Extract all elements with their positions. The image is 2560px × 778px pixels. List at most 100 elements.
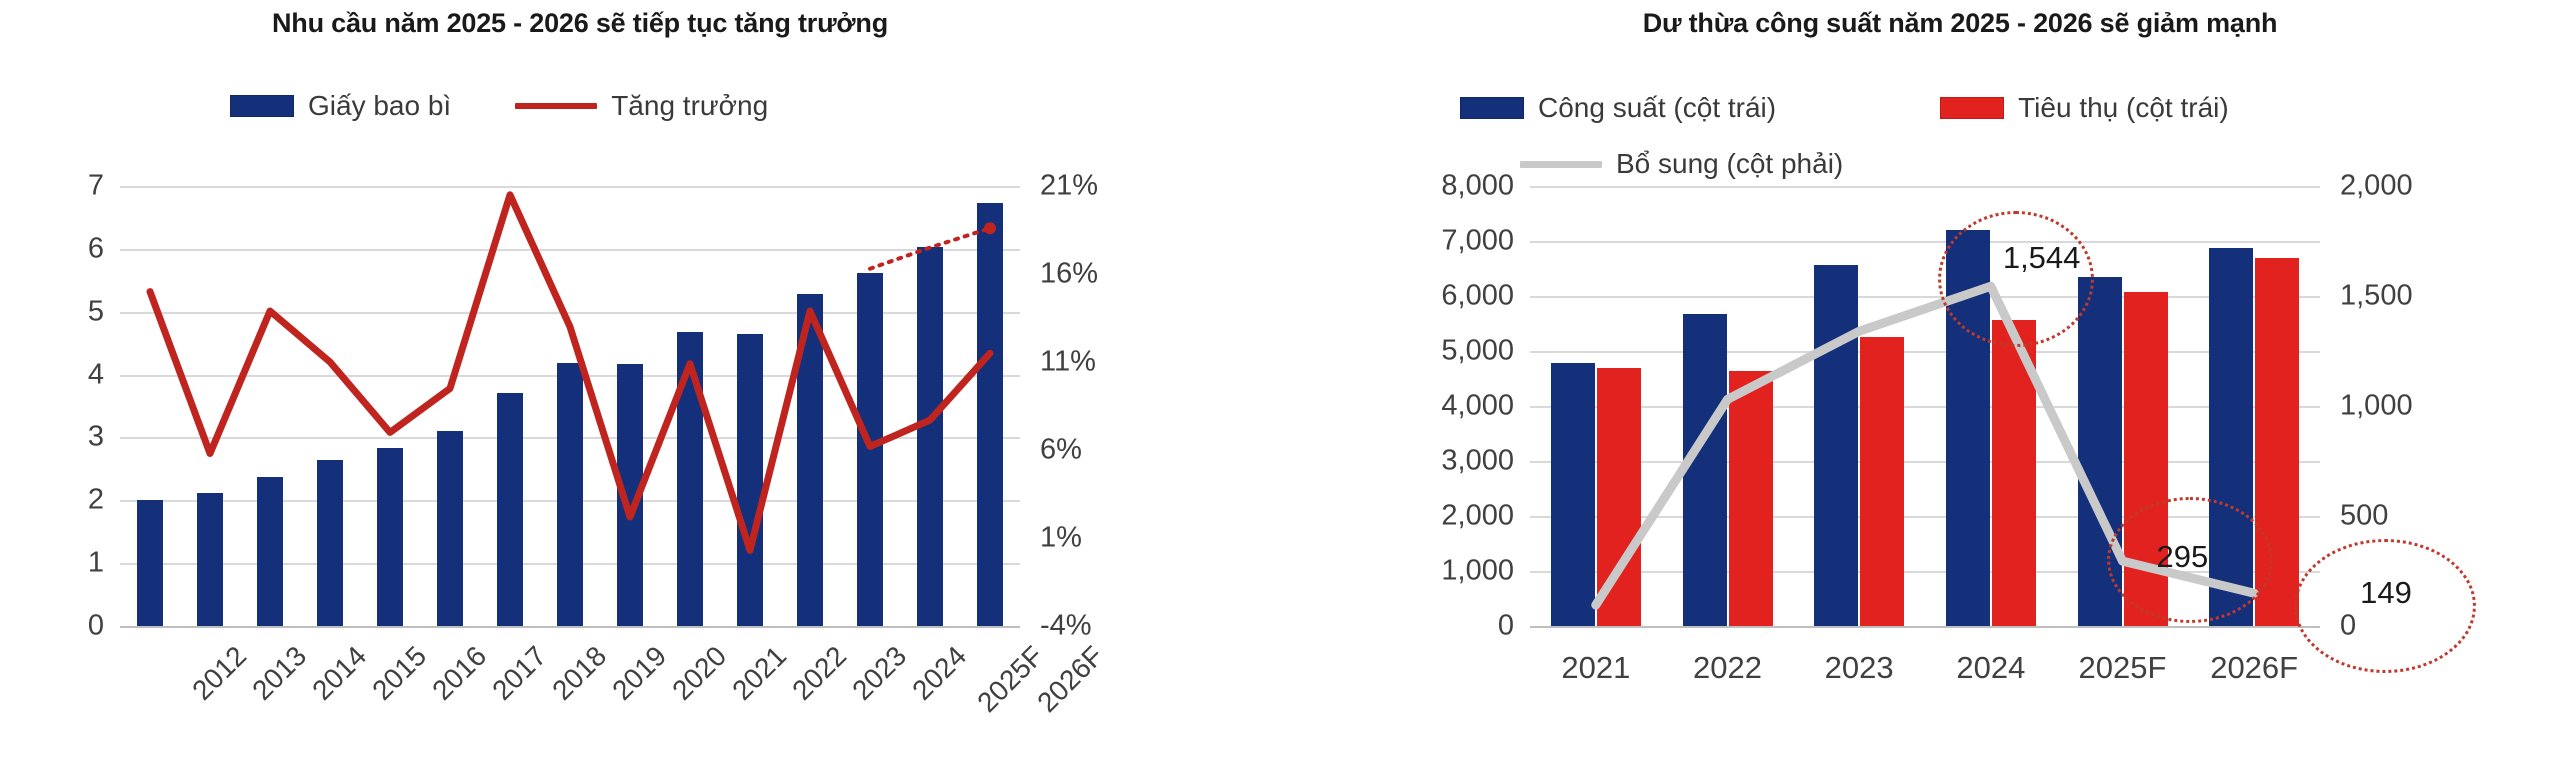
bar-2018[interactable] xyxy=(497,393,523,626)
bar-2013[interactable] xyxy=(197,492,223,626)
y-axis-left-tick: 4 xyxy=(87,358,104,391)
x-axis-label-2025F: 2025F xyxy=(2078,650,2167,685)
x-axis-label-2021: 2021 xyxy=(1561,650,1631,685)
right-chart-title: Dư thừa công suất năm 2025 - 2026 sẽ giả… xyxy=(1642,8,2278,38)
y-axis-right-tick: 1% xyxy=(1040,521,1082,554)
left-plot-area: 0 1 2 3 4 5 6 7 -4% 1% 6% 11% 16% 21% 2012 2013 2014 2015… xyxy=(88,170,1109,719)
x-axis-label-2015: 2015 xyxy=(366,640,433,706)
y-axis-left-tick: 2 xyxy=(87,483,104,516)
bar-2023[interactable] xyxy=(1814,264,1859,626)
gridline xyxy=(1530,296,2320,298)
bar-2025F[interactable] xyxy=(917,246,943,626)
bar-2017[interactable] xyxy=(437,431,463,626)
annotation-label-149: 149 xyxy=(2360,575,2412,611)
y-axis-left-tick: 7,000 xyxy=(1441,224,1514,257)
annotation-ellipse-295 xyxy=(2106,497,2273,624)
red-line-swatch-icon xyxy=(515,103,598,109)
y-axis-left-tick: 1,000 xyxy=(1441,554,1514,587)
gridline xyxy=(120,626,1020,628)
navy-bar-swatch-icon xyxy=(230,95,294,117)
gridline xyxy=(1530,351,2320,353)
gridline xyxy=(1530,461,2320,463)
x-axis-label-2023: 2023 xyxy=(846,640,913,706)
legend-label-giay-bao-bi: Giấy bao bì xyxy=(308,90,452,121)
right-chart-legend-row-2: Bổ sung (cột phải) xyxy=(1520,148,1907,180)
legend-label-cong-suat: Công suất (cột trái) xyxy=(1538,92,1777,123)
annotation-label-1,544: 1,544 xyxy=(2002,240,2081,276)
bar-2019[interactable] xyxy=(557,363,583,626)
y-axis-left-tick: 5,000 xyxy=(1441,334,1514,367)
y-axis-left-tick: 3,000 xyxy=(1441,444,1514,477)
gridline xyxy=(120,186,1020,188)
legend-label-tang-truong: Tăng trưởng xyxy=(611,90,769,121)
y-axis-right-tick: 11% xyxy=(1040,345,1096,378)
y-axis-left-tick: 3 xyxy=(87,420,104,453)
gridline xyxy=(1530,626,2320,628)
y-axis-left-tick: 1 xyxy=(87,546,104,579)
legend-item-tang-truong[interactable]: Tăng trưởng xyxy=(515,90,768,122)
y-axis-right-tick: 500 xyxy=(2340,499,2389,532)
y-axis-right-tick: 6% xyxy=(1040,433,1082,466)
x-axis-label-2026F: 2026F xyxy=(1031,640,1110,719)
x-axis-label-2018: 2018 xyxy=(546,640,613,706)
x-axis-label-2022: 2022 xyxy=(1693,650,1762,685)
left-chart-legend: Giấy bao bì Tăng trưởng xyxy=(230,90,832,122)
bar-2022[interactable] xyxy=(737,334,763,626)
bar-2026F[interactable] xyxy=(977,202,1003,626)
gridline xyxy=(1530,186,2320,188)
y-axis-left-tick: 6,000 xyxy=(1441,279,1514,312)
x-axis-label-2019: 2019 xyxy=(606,640,673,706)
y-axis-right-tick: 1,500 xyxy=(2340,279,2413,312)
bar-2014[interactable] xyxy=(257,477,283,626)
legend-item-cong-suat[interactable]: Công suất (cột trái) xyxy=(1460,92,1776,124)
x-axis-label-2024: 2024 xyxy=(906,640,973,706)
series-overlay xyxy=(146,191,996,554)
y-axis-left-tick: 0 xyxy=(1497,609,1514,642)
red-bar-swatch-icon xyxy=(1940,97,2005,119)
x-axis-label-2020: 2020 xyxy=(666,640,733,706)
x-axis-label-2012: 2012 xyxy=(186,640,253,706)
x-axis-label-2017: 2017 xyxy=(486,640,553,706)
legend-item-giay-bao-bi[interactable]: Giấy bao bì xyxy=(230,90,451,122)
legend-item-bo-sung[interactable]: Bổ sung (cột phải) xyxy=(1520,148,1843,180)
annotation-label-295: 295 xyxy=(2156,539,2209,575)
annotation-ellipse-1,544 xyxy=(1937,211,2094,348)
bar-2022[interactable] xyxy=(1682,314,1727,626)
y-axis-left-tick: 8,000 xyxy=(1441,169,1514,202)
right-chart-legend-row-1: Công suất (cột trái) Tiêu thụ (cột trái) xyxy=(1460,92,2293,124)
x-axis-label-2025F: 2025F xyxy=(971,640,1050,719)
y-axis-right-tick: -4% xyxy=(1040,609,1092,642)
bar-2023[interactable] xyxy=(1860,337,1905,626)
y-axis-left-tick: 4,000 xyxy=(1441,389,1514,422)
x-axis-label-2013: 2013 xyxy=(246,640,313,706)
legend-item-tieu-thu[interactable]: Tiêu thụ (cột trái) xyxy=(1940,92,2229,124)
y-axis-right-tick: 1,000 xyxy=(2340,389,2413,422)
series-endpoint-marker xyxy=(984,222,996,235)
y-axis-right-tick: 21% xyxy=(1040,169,1099,202)
left-chart-panel: Nhu cầu năm 2025 - 2026 sẽ tiếp tục tăng… xyxy=(88,8,1109,719)
y-axis-right-tick: 2,000 xyxy=(2340,169,2413,202)
x-axis-label-2016: 2016 xyxy=(426,640,493,706)
gridline xyxy=(120,248,1020,251)
x-axis-label-2022: 2022 xyxy=(786,640,853,706)
right-plot-area: 0 1,000 2,000 3,000 4,000 5,000 6,000 7,000 8,00… xyxy=(1441,170,2477,685)
series-line xyxy=(868,226,992,271)
y-axis-left-tick: 0 xyxy=(87,609,104,642)
y-axis-left-tick: 6 xyxy=(87,232,104,265)
bar-2012[interactable] xyxy=(137,500,163,626)
x-axis-label-2021: 2021 xyxy=(726,640,793,706)
y-axis-left-tick: 7 xyxy=(87,169,104,202)
bar-2016[interactable] xyxy=(377,447,403,626)
bar-2021[interactable] xyxy=(1596,368,1641,626)
x-axis-label-2026F: 2026F xyxy=(2210,650,2299,685)
x-axis-label-2024: 2024 xyxy=(1956,650,2026,685)
gridline xyxy=(1530,241,2320,243)
bar-2022[interactable] xyxy=(1728,371,1773,626)
navy-bar-swatch-icon xyxy=(1460,97,1524,119)
y-axis-left-tick: 5 xyxy=(87,295,104,328)
gridline xyxy=(120,311,1020,314)
legend-label-bo-sung: Bổ sung (cột phải) xyxy=(1616,148,1844,179)
bar-2015[interactable] xyxy=(317,460,343,626)
bar-2021[interactable] xyxy=(1550,362,1595,626)
x-axis-label-2014: 2014 xyxy=(306,640,373,706)
